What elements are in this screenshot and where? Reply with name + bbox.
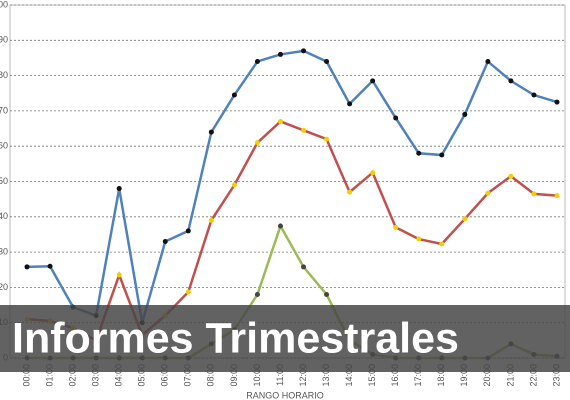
point: [277, 118, 283, 124]
x-tick-label: 09:00: [229, 364, 239, 387]
point: [531, 92, 537, 98]
point: [324, 58, 330, 64]
point: [185, 228, 191, 234]
x-tick-label: 14:00: [344, 364, 354, 387]
point: [347, 101, 353, 107]
point: [277, 51, 283, 57]
y-tick-label: 100: [0, 0, 8, 9]
point: [439, 241, 445, 247]
x-tick-label: 20:00: [482, 364, 492, 387]
x-tick-label: 11:00: [275, 364, 285, 386]
x-tick-label: 13:00: [321, 364, 331, 387]
point: [231, 92, 237, 98]
y-tick-label: 90: [0, 35, 8, 45]
point: [393, 115, 399, 121]
point: [277, 223, 283, 229]
x-tick-label: 10:00: [252, 364, 262, 387]
x-tick-label: 05:00: [137, 364, 147, 387]
point: [531, 191, 537, 197]
point: [370, 78, 376, 84]
point: [185, 289, 191, 295]
point: [208, 129, 214, 135]
point: [416, 150, 422, 156]
point: [324, 291, 330, 297]
series-line: [26, 120, 558, 343]
x-tick-label: 12:00: [298, 364, 308, 387]
x-tick-label: 18:00: [436, 364, 446, 387]
point: [208, 217, 214, 223]
point: [324, 136, 330, 142]
point: [485, 58, 491, 64]
point: [254, 58, 260, 64]
banner-title: Informes Trimestrales: [12, 314, 459, 362]
point: [554, 193, 560, 199]
x-tick-label: 00:00: [21, 364, 31, 387]
point: [116, 186, 122, 192]
x-tick-label: 16:00: [390, 364, 400, 387]
point: [462, 216, 468, 222]
y-tick-label: 20: [0, 282, 8, 292]
banner: [0, 305, 570, 372]
x-tick-label: 21:00: [505, 364, 515, 387]
point: [47, 263, 53, 269]
point: [508, 78, 514, 84]
x-axis-label: RANGO HORARIO: [246, 390, 324, 400]
x-tick-label: 17:00: [413, 364, 423, 387]
x-tick-label: 15:00: [367, 364, 377, 387]
y-tick-label: 50: [0, 176, 8, 186]
point: [508, 173, 514, 179]
point: [116, 272, 122, 278]
point: [301, 127, 307, 133]
point: [393, 224, 399, 230]
point: [462, 111, 468, 117]
y-tick-label: 30: [0, 246, 8, 256]
x-tick-label: 03:00: [91, 364, 101, 387]
x-tick-label: 07:00: [183, 364, 193, 387]
x-tick-label: 04:00: [114, 364, 124, 387]
point: [554, 99, 560, 105]
point: [231, 182, 237, 188]
x-tick-label: 06:00: [160, 364, 170, 387]
x-tick-label: 19:00: [459, 364, 469, 387]
x-tick-label: 01:00: [44, 364, 54, 387]
x-tick-label: 08:00: [206, 364, 216, 387]
point: [485, 190, 491, 196]
x-tick-label: 23:00: [551, 364, 561, 387]
y-tick-label: 70: [0, 105, 8, 115]
y-tick-label: 60: [0, 141, 8, 151]
point: [416, 236, 422, 242]
point: [301, 264, 307, 270]
point: [254, 140, 260, 146]
x-tick-label: 02:00: [67, 364, 77, 387]
point: [347, 189, 353, 195]
point: [254, 291, 260, 297]
point: [370, 170, 376, 176]
point: [439, 152, 445, 158]
series-line: [26, 49, 558, 324]
point: [301, 48, 307, 54]
point: [162, 239, 168, 245]
point: [24, 264, 30, 270]
y-tick-label: 40: [0, 211, 8, 221]
y-tick-label: 80: [0, 70, 8, 80]
x-tick-label: 22:00: [528, 364, 538, 387]
